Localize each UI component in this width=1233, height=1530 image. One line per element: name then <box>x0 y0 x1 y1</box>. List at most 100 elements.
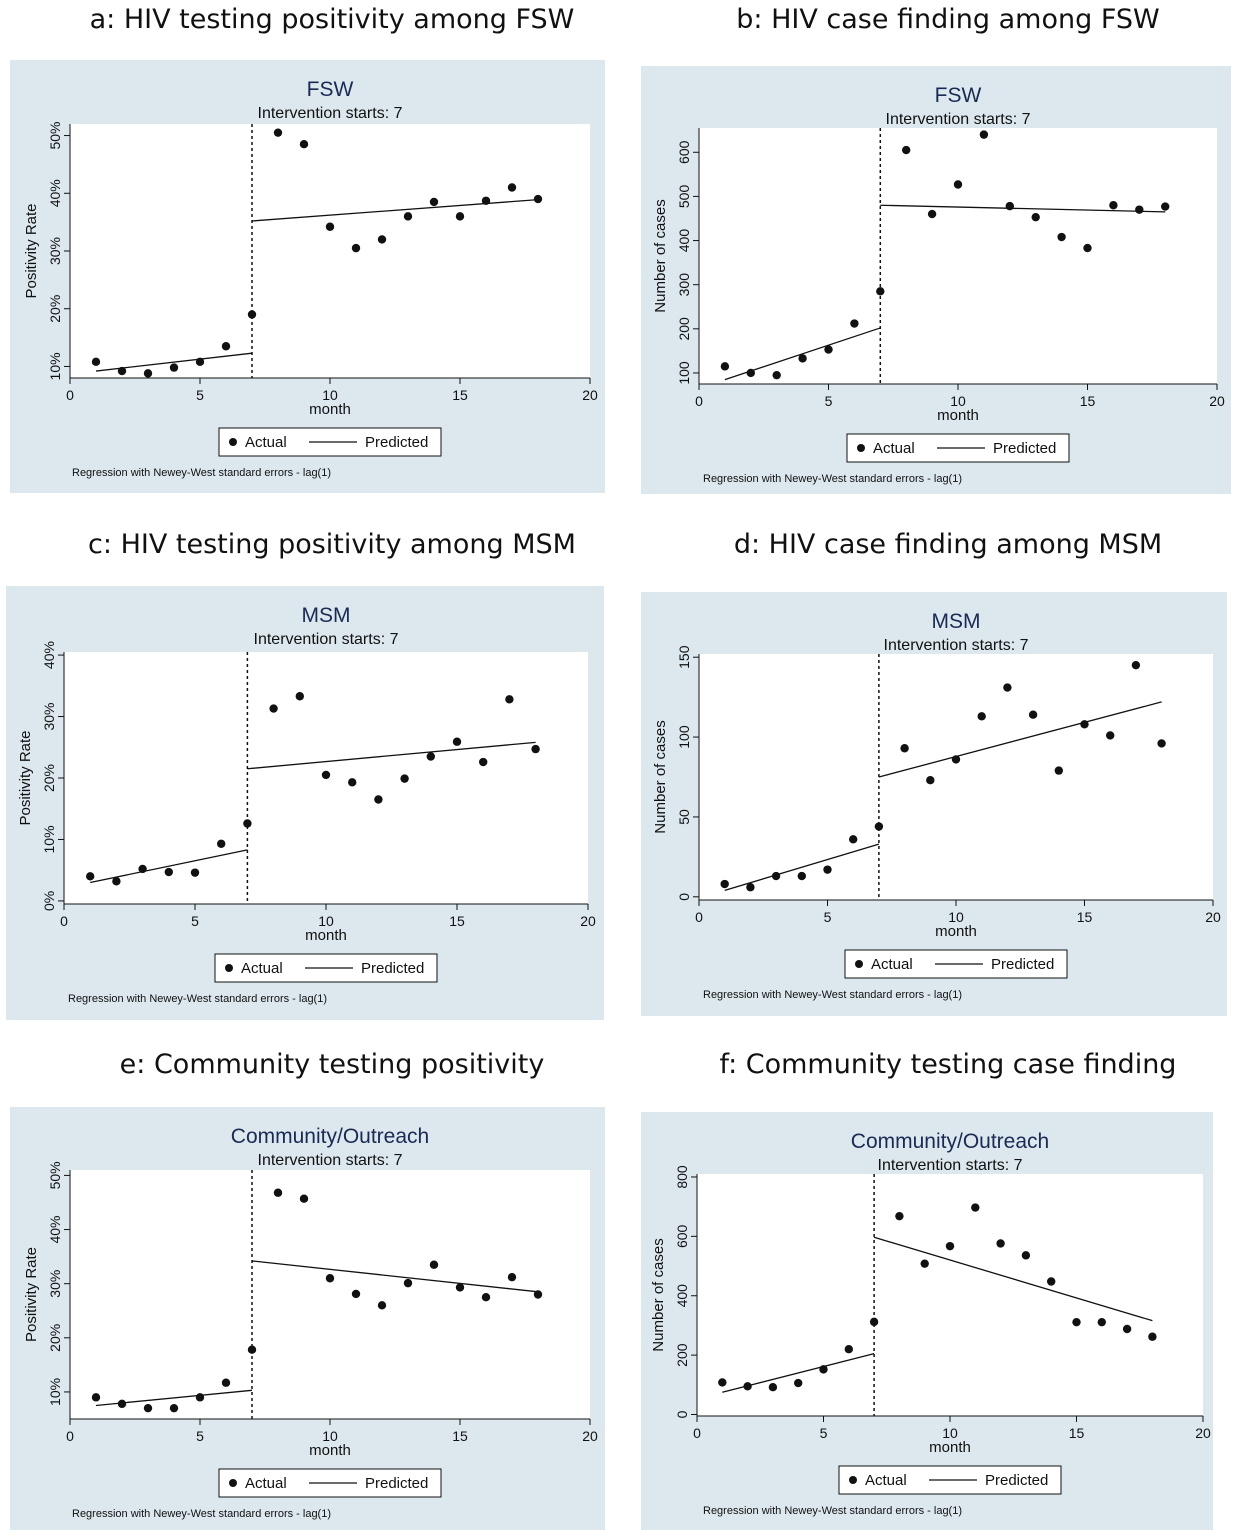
x-tick-label: 10 <box>322 387 338 403</box>
y-tick-label: 150 <box>676 645 692 669</box>
actual-point <box>403 1278 413 1288</box>
y-tick-label: 800 <box>674 1165 690 1189</box>
legend-actual-marker <box>855 960 863 968</box>
actual-point <box>269 704 278 713</box>
actual-point <box>720 362 730 371</box>
y-tick-label: 0 <box>674 1410 690 1418</box>
actual-point <box>299 140 309 149</box>
y-axis-label: Number of cases <box>652 720 669 833</box>
actual-point <box>169 1403 179 1413</box>
actual-point <box>243 819 252 828</box>
x-tick-label: 10 <box>950 393 966 409</box>
regression-note: Regression with Newey-West standard erro… <box>68 993 327 1005</box>
actual-point <box>273 1188 283 1197</box>
x-axis-label: month <box>937 407 979 424</box>
y-tick-label: 500 <box>676 185 692 209</box>
actual-point <box>1131 660 1141 670</box>
heading-f: f: Community testing case finding <box>719 1049 1177 1080</box>
predicted-line-post <box>880 204 1166 213</box>
y-tick-label: 20% <box>47 295 63 323</box>
chart-svg: MSM Intervention starts: 7 0 5 10 15 20 0% 10% 20… <box>6 586 604 1020</box>
chart-svg: FSW Intervention starts: 7 0 5 10 15 20 100 200 3… <box>641 66 1231 494</box>
chart-subtitle: Intervention starts: 7 <box>886 111 1031 128</box>
actual-point <box>1083 243 1092 253</box>
actual-point <box>953 180 963 189</box>
y-tick-label: 100 <box>676 725 692 749</box>
actual-point <box>479 757 488 767</box>
x-tick-label: 0 <box>60 913 68 929</box>
actual-point <box>531 744 540 754</box>
actual-point <box>221 1378 231 1387</box>
x-tick-label: 10 <box>322 1428 338 1444</box>
actual-point <box>771 871 781 881</box>
actual-point <box>426 752 435 761</box>
y-tick-label: 400 <box>674 1284 690 1308</box>
predicted-line-post <box>247 741 536 770</box>
actual-point <box>351 243 361 253</box>
regression-note: Regression with Newey-West standard erro… <box>703 1505 962 1517</box>
actual-point <box>819 1365 828 1374</box>
actual-point <box>91 1393 101 1402</box>
x-axis-label: month <box>929 1439 971 1456</box>
legend-actual-label: Actual <box>873 440 915 457</box>
actual-point <box>1021 1251 1031 1260</box>
actual-point <box>1028 710 1038 719</box>
actual-point <box>429 197 439 207</box>
y-tick-label: 100 <box>676 361 692 385</box>
chart-subtitle: Intervention starts: 7 <box>258 105 403 122</box>
y-tick-label: 50% <box>47 1161 63 1189</box>
regression-note: Regression with Newey-West standard erro… <box>72 1508 331 1520</box>
actual-point <box>1005 201 1014 211</box>
y-tick-label: 10% <box>41 825 57 853</box>
actual-point <box>295 692 304 701</box>
actual-point <box>824 345 833 354</box>
chart-panel-e: Community/Outreach Intervention starts: 7… <box>10 1107 605 1530</box>
actual-point <box>452 737 462 746</box>
y-tick-label: 30% <box>41 703 57 731</box>
y-tick-label: 40% <box>47 1216 63 1244</box>
x-tick-label: 0 <box>66 387 74 403</box>
actual-point <box>1097 1317 1106 1327</box>
x-tick-label: 0 <box>66 1428 74 1444</box>
y-axis-label: Positivity Rate <box>23 1247 40 1342</box>
chart-panel-d: MSM Intervention starts: 7 0 5 10 15 20 0 50 100 1… <box>641 592 1227 1016</box>
x-tick-label: 5 <box>820 1425 828 1441</box>
x-axis-label: month <box>935 923 977 940</box>
actual-point <box>505 695 514 704</box>
x-axis-label: month <box>309 401 351 418</box>
x-tick-label: 20 <box>1209 393 1225 409</box>
predicted-line-post <box>251 198 539 222</box>
chart-panel-a: FSW Intervention starts: 7 0 5 10 15 20 10% 20% 3… <box>10 60 605 493</box>
actual-point <box>844 1344 853 1354</box>
x-tick-label: 10 <box>942 1425 958 1441</box>
heading-e: e: Community testing positivity <box>119 1049 545 1080</box>
x-tick-label: 15 <box>1069 1425 1085 1441</box>
chart-svg: FSW Intervention starts: 7 0 5 10 15 20 10% 20% 3… <box>10 60 605 493</box>
plot-area <box>699 654 1213 900</box>
plot-area <box>70 1170 590 1419</box>
chart-subtitle: Intervention starts: 7 <box>878 1157 1023 1174</box>
actual-point <box>1031 212 1040 222</box>
actual-point <box>164 867 173 877</box>
plot-area <box>699 128 1217 384</box>
actual-point <box>1122 1324 1132 1334</box>
chart-title: Community/Outreach <box>231 1125 429 1148</box>
heading-b: b: HIV case finding among FSW <box>736 4 1160 35</box>
y-tick-label: 200 <box>674 1343 690 1367</box>
x-tick-label: 5 <box>825 393 833 409</box>
y-tick-label: 400 <box>676 229 692 253</box>
chart-title: FSW <box>307 78 354 101</box>
actual-point <box>902 145 911 155</box>
x-tick-label: 5 <box>196 387 204 403</box>
y-tick-label: 50 <box>676 809 692 825</box>
actual-point <box>1109 201 1118 210</box>
actual-point <box>1106 731 1115 740</box>
actual-point <box>945 1241 955 1251</box>
actual-point <box>746 883 755 892</box>
actual-point <box>481 196 491 205</box>
x-tick-label: 15 <box>452 387 468 403</box>
predicted-line-pre <box>724 843 880 892</box>
x-tick-label: 20 <box>1205 909 1221 925</box>
legend-actual-label: Actual <box>245 1475 287 1492</box>
chart-subtitle: Intervention starts: 7 <box>254 631 399 648</box>
